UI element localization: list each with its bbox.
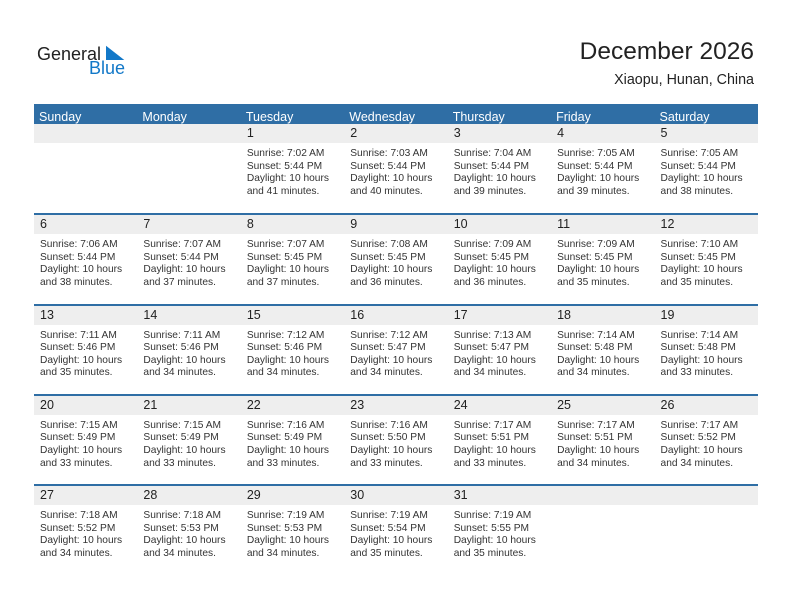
svg-text:Blue: Blue bbox=[89, 58, 125, 78]
